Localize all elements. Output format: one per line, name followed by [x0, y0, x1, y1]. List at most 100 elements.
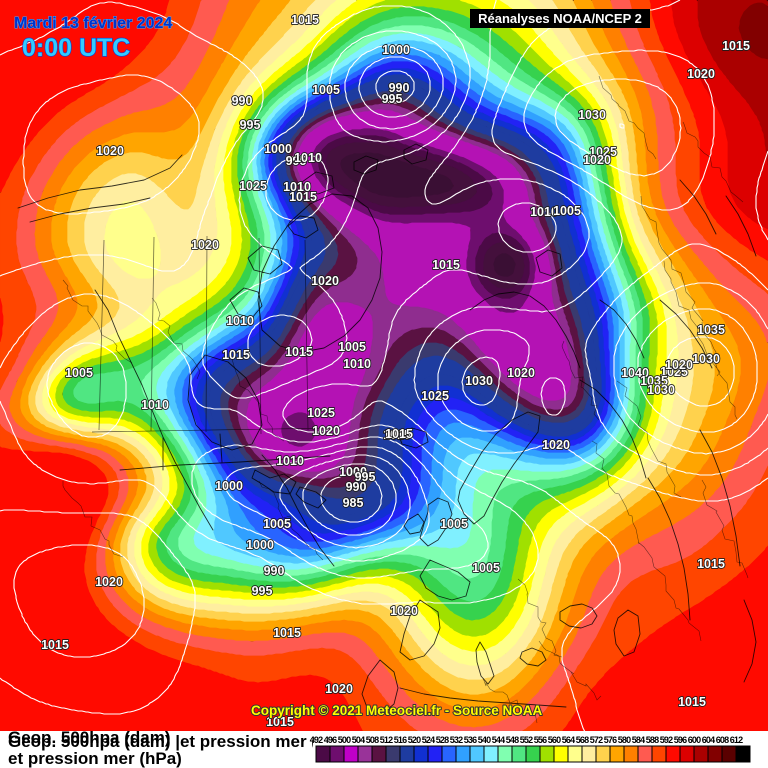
svg-text:1010: 1010: [276, 454, 304, 468]
svg-text:512: 512: [380, 735, 393, 745]
svg-text:990: 990: [389, 81, 410, 95]
svg-text:1005: 1005: [553, 204, 581, 218]
svg-text:540: 540: [478, 735, 491, 745]
svg-text:1020: 1020: [311, 274, 339, 288]
svg-text:990: 990: [232, 94, 253, 108]
svg-text:1015: 1015: [722, 39, 750, 53]
svg-text:1020: 1020: [507, 366, 535, 380]
svg-text:1015: 1015: [266, 715, 294, 729]
svg-text:1020: 1020: [312, 424, 340, 438]
svg-text:1005: 1005: [338, 340, 366, 354]
svg-text:985: 985: [343, 496, 364, 510]
svg-text:1020: 1020: [665, 358, 693, 372]
svg-text:1000: 1000: [215, 479, 243, 493]
svg-text:608: 608: [716, 735, 729, 745]
svg-text:1025: 1025: [421, 389, 449, 403]
svg-text:1020: 1020: [191, 238, 219, 252]
svg-text:1015: 1015: [697, 557, 725, 571]
svg-text:1000: 1000: [339, 465, 367, 479]
svg-text:492: 492: [310, 735, 323, 745]
svg-text:1020: 1020: [325, 682, 353, 696]
svg-text:1020: 1020: [95, 575, 123, 589]
svg-text:1005: 1005: [440, 517, 468, 531]
svg-text:1015: 1015: [432, 258, 460, 272]
svg-text:612: 612: [730, 735, 743, 745]
svg-text:1000: 1000: [382, 43, 410, 57]
svg-text:500: 500: [338, 735, 351, 745]
svg-text:1010: 1010: [141, 398, 169, 412]
svg-text:524: 524: [422, 735, 435, 745]
svg-text:0:00 UTC: 0:00 UTC: [22, 34, 130, 62]
svg-text:1010: 1010: [226, 314, 254, 328]
svg-text:544: 544: [492, 735, 505, 745]
svg-text:548: 548: [506, 735, 519, 745]
svg-text:1015: 1015: [273, 626, 301, 640]
svg-text:1010: 1010: [294, 151, 322, 165]
svg-text:1020: 1020: [542, 438, 570, 452]
svg-text:532: 532: [450, 735, 463, 745]
svg-text:1005: 1005: [263, 517, 291, 531]
svg-text:1030: 1030: [578, 108, 606, 122]
svg-text:et pression mer (hPa): et pression mer (hPa): [8, 749, 182, 768]
svg-text:1010: 1010: [283, 180, 311, 194]
svg-text:1030: 1030: [692, 352, 720, 366]
svg-text:1015: 1015: [383, 428, 411, 442]
svg-text:Mardi 13 février 2024: Mardi 13 février 2024: [14, 15, 172, 32]
svg-text:995: 995: [355, 470, 376, 484]
svg-text:1020: 1020: [390, 604, 418, 618]
svg-text:504: 504: [352, 735, 365, 745]
svg-text:584: 584: [632, 735, 645, 745]
svg-text:600: 600: [688, 735, 701, 745]
svg-text:520: 520: [408, 735, 421, 745]
svg-text:1000: 1000: [246, 538, 274, 552]
svg-text:Geop. 500hpa (dam) |et pressio: Geop. 500hpa (dam) |et pression mer (hPa…: [8, 732, 354, 751]
svg-text:990: 990: [346, 480, 367, 494]
svg-text:1015: 1015: [385, 427, 413, 441]
svg-text:580: 580: [618, 735, 631, 745]
svg-text:536: 536: [464, 735, 477, 745]
svg-text:995: 995: [286, 154, 307, 168]
svg-text:1020: 1020: [96, 144, 124, 158]
svg-text:560: 560: [548, 735, 561, 745]
svg-text:576: 576: [604, 735, 617, 745]
svg-text:1020: 1020: [687, 67, 715, 81]
svg-text:1015: 1015: [41, 638, 69, 652]
svg-text:995: 995: [382, 92, 403, 106]
svg-text:1005: 1005: [312, 83, 340, 97]
svg-text:995: 995: [240, 118, 261, 132]
svg-text:596: 596: [674, 735, 687, 745]
svg-text:568: 568: [576, 735, 589, 745]
svg-text:1025: 1025: [660, 365, 688, 379]
svg-text:995: 995: [252, 584, 273, 598]
svg-text:1025: 1025: [307, 406, 335, 420]
svg-text:1000: 1000: [264, 142, 292, 156]
svg-text:1005: 1005: [472, 561, 500, 575]
svg-text:1015: 1015: [285, 345, 313, 359]
svg-text:556: 556: [534, 735, 547, 745]
svg-text:1015: 1015: [289, 190, 317, 204]
svg-text:1015: 1015: [678, 695, 706, 709]
svg-text:1035: 1035: [697, 323, 725, 337]
svg-text:1015: 1015: [222, 348, 250, 362]
svg-text:564: 564: [562, 735, 575, 745]
svg-text:1035: 1035: [640, 374, 668, 388]
svg-text:1030: 1030: [647, 383, 675, 397]
svg-text:1020: 1020: [583, 153, 611, 167]
svg-text:552: 552: [520, 735, 533, 745]
svg-text:1010: 1010: [343, 357, 371, 371]
svg-text:592: 592: [660, 735, 673, 745]
svg-text:496: 496: [324, 735, 337, 745]
svg-text:516: 516: [394, 735, 407, 745]
svg-text:604: 604: [702, 735, 715, 745]
svg-text:Réanalyses NOAA/NCEP 2: Réanalyses NOAA/NCEP 2: [478, 11, 642, 26]
svg-text:1005: 1005: [65, 366, 93, 380]
svg-text:528: 528: [436, 735, 449, 745]
svg-text:508: 508: [366, 735, 379, 745]
svg-text:572: 572: [590, 735, 603, 745]
svg-text:Geop. 500hpa (dam): Geop. 500hpa (dam): [8, 728, 170, 747]
svg-text:588: 588: [646, 735, 659, 745]
svg-text:Copyright © 2021 Meteociel.fr: Copyright © 2021 Meteociel.fr - Source N…: [251, 703, 543, 718]
svg-text:1025: 1025: [589, 145, 617, 159]
svg-text:1040: 1040: [621, 366, 649, 380]
svg-text:1010: 1010: [530, 205, 558, 219]
